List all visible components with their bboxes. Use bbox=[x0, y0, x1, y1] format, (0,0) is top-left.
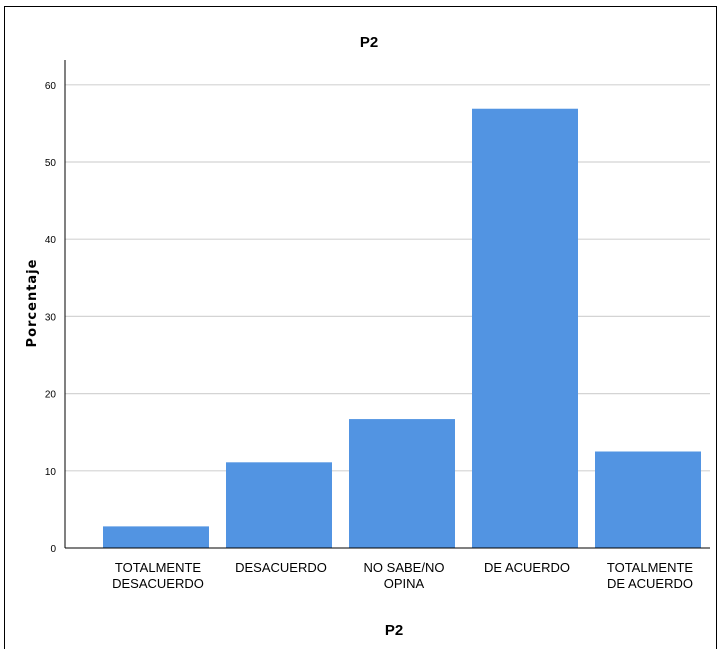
bar bbox=[472, 108, 578, 549]
y-tick-label: 20 bbox=[45, 390, 57, 401]
axes bbox=[64, 60, 710, 549]
x-category-label: DESACUERDO bbox=[112, 576, 204, 591]
x-category-label: OPINA bbox=[384, 576, 425, 591]
y-tick-label: 40 bbox=[45, 235, 57, 246]
y-tick-labels: 0 10 20 30 40 50 60 bbox=[45, 81, 57, 555]
bar bbox=[103, 526, 209, 548]
bar bbox=[226, 462, 332, 548]
y-tick-label: 0 bbox=[50, 544, 56, 555]
x-category-label: NO SABE/NO bbox=[364, 560, 445, 575]
y-axis-title: Porcentaje bbox=[25, 259, 40, 348]
x-category-label: DESACUERDO bbox=[235, 560, 327, 575]
y-tick-label: 10 bbox=[45, 467, 57, 478]
bars bbox=[103, 108, 701, 549]
y-tick-label: 30 bbox=[45, 312, 57, 323]
x-category-label: DE ACUERDO bbox=[484, 560, 570, 575]
y-tick-label: 50 bbox=[45, 158, 57, 169]
x-category-label: TOTALMENTE bbox=[607, 560, 694, 575]
chart-title: P2 bbox=[360, 34, 378, 51]
x-category-label: TOTALMENTE bbox=[115, 560, 202, 575]
bar bbox=[595, 451, 701, 548]
bar bbox=[349, 419, 455, 548]
x-category-label: DE ACUERDO bbox=[607, 576, 693, 591]
y-tick-label: 60 bbox=[45, 81, 57, 92]
x-axis-title: P2 bbox=[385, 622, 403, 639]
gridlines bbox=[65, 84, 710, 472]
